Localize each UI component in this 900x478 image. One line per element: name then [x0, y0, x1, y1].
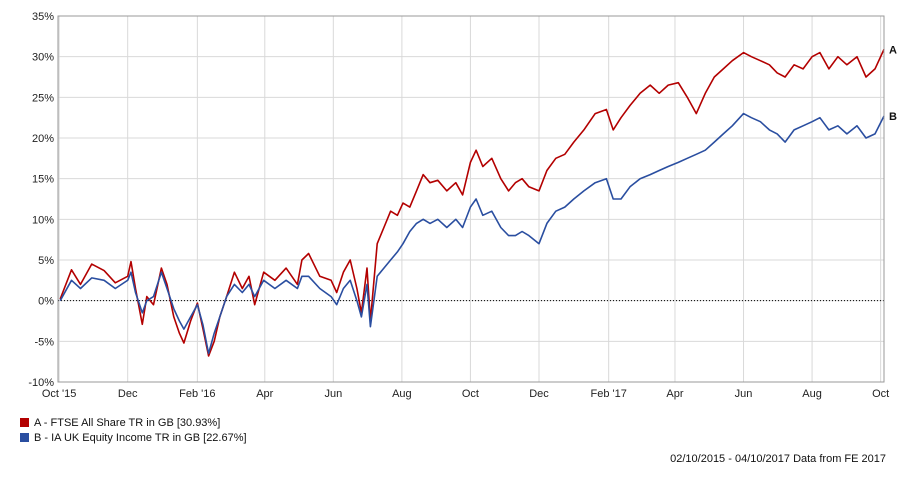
y-tick-label: 35% — [32, 11, 54, 23]
x-tick-label: Apr — [666, 388, 683, 400]
legend-label-a: A - FTSE All Share TR in GB [30.93%] — [34, 416, 221, 429]
x-tick-label: Dec — [118, 388, 138, 400]
grid — [58, 15, 884, 383]
plot-area-frame — [57, 15, 885, 383]
line-chart: -10% -5% 0% 5% 10% 15% 20% 25% 30% 35% Oct '15 Dec… — [28, 11, 897, 400]
legend-swatch-b — [20, 433, 29, 442]
x-tick-label: Feb '17 — [590, 388, 626, 400]
x-tick-label: Oct — [872, 388, 889, 400]
y-tick-label: 25% — [32, 92, 54, 104]
legend-swatch-a — [20, 418, 29, 427]
x-tick-label: Oct — [462, 388, 479, 400]
x-tick-label: Apr — [256, 388, 273, 400]
series-end-labels: AB — [889, 44, 897, 123]
y-tick-label: 20% — [32, 133, 54, 145]
y-tick-label: -5% — [34, 336, 54, 348]
legend-item-a: A - FTSE All Share TR in GB [30.93%] — [20, 415, 247, 430]
y-tick-label: 30% — [32, 52, 54, 64]
y-tick-label: 0% — [38, 296, 54, 308]
x-axis-ticks: Oct '15 Dec Feb '16 Apr Jun Aug Oct Dec Feb '17 A… — [42, 388, 889, 400]
legend-label-b: B - IA UK Equity Income TR in GB [22.67%… — [34, 431, 247, 444]
x-tick-label: Jun — [324, 388, 342, 400]
x-tick-label: Dec — [529, 388, 549, 400]
y-tick-label: 10% — [32, 214, 54, 226]
legend-item-b: B - IA UK Equity Income TR in GB [22.67%… — [20, 430, 247, 445]
end-label-b: B — [889, 111, 897, 123]
x-tick-label: Aug — [392, 388, 412, 400]
legend: A - FTSE All Share TR in GB [30.93%] B -… — [20, 415, 247, 445]
y-tick-label: 5% — [38, 255, 54, 267]
series-line-a — [59, 48, 885, 357]
x-tick-label: Feb '16 — [179, 388, 215, 400]
end-label-a: A — [889, 44, 897, 56]
x-tick-label: Oct '15 — [42, 388, 77, 400]
y-tick-label: -10% — [28, 377, 54, 389]
date-range-footer: 02/10/2015 - 04/10/2017 Data from FE 201… — [670, 453, 886, 465]
x-tick-label: Aug — [802, 388, 822, 400]
y-axis-ticks: -10% -5% 0% 5% 10% 15% 20% 25% 30% 35% — [28, 11, 54, 389]
series-line-b — [59, 112, 885, 355]
y-tick-label: 15% — [32, 174, 54, 186]
series-lines — [59, 48, 885, 357]
x-tick-label: Jun — [735, 388, 753, 400]
